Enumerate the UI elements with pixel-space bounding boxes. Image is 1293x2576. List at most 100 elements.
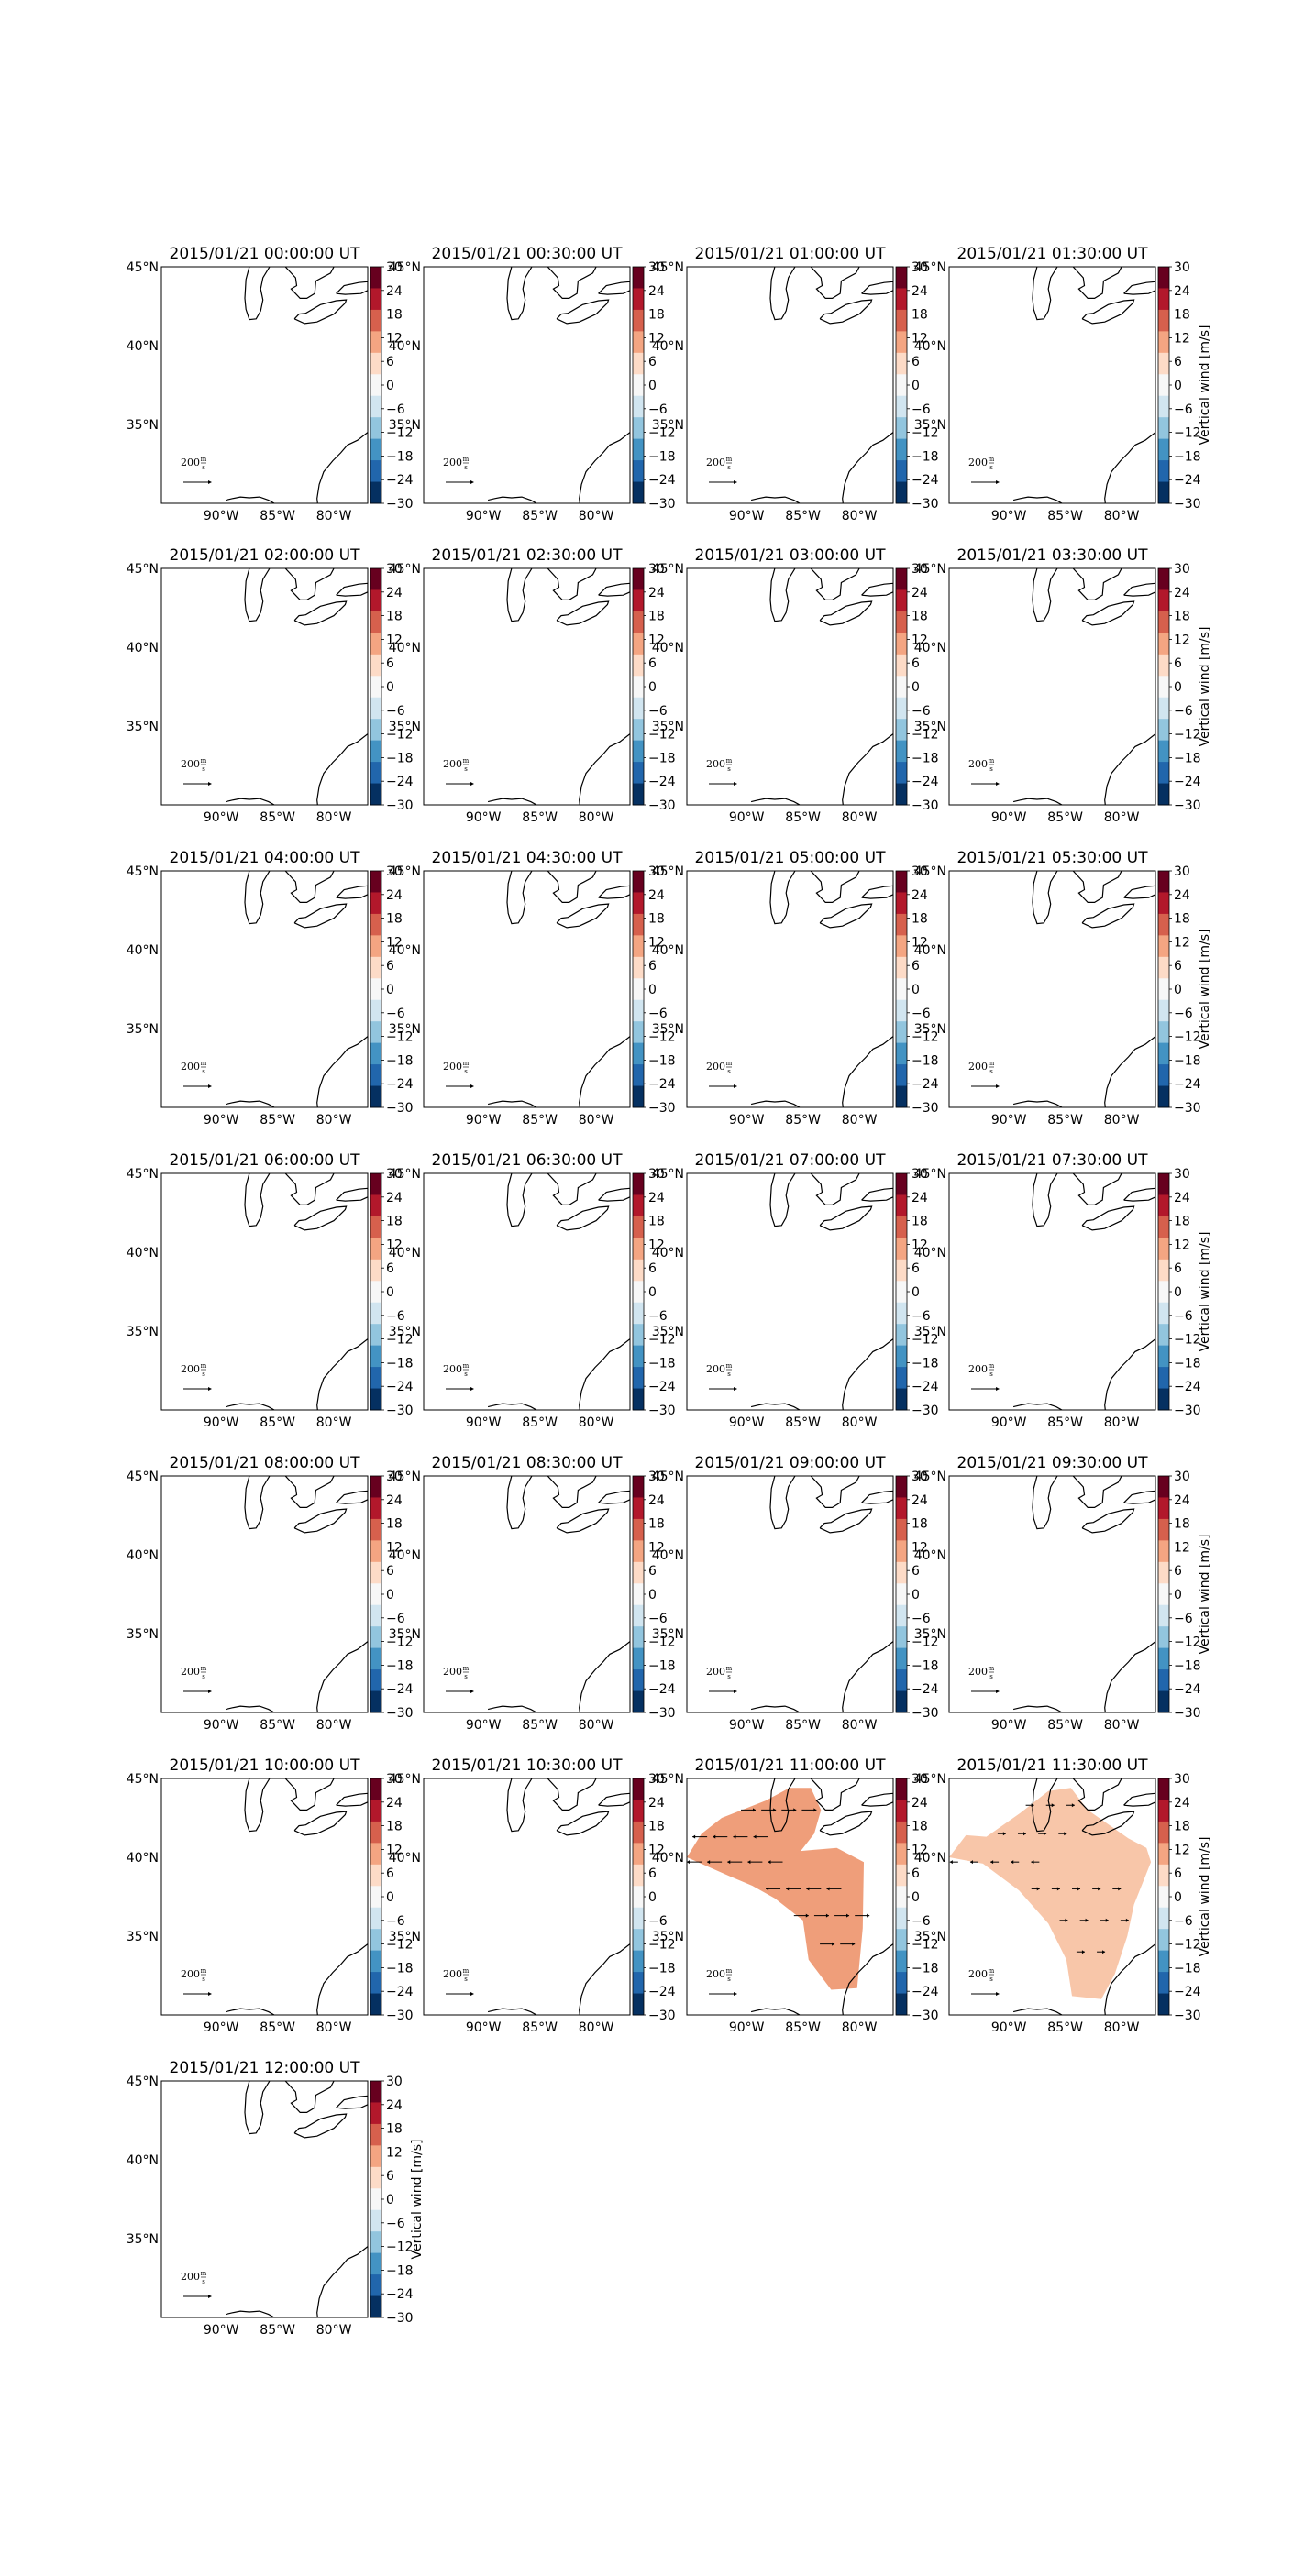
lon-tick-label: 90°W (729, 1113, 765, 1128)
colorbar-segment (896, 1604, 907, 1627)
colorbar-tick-label: 18 (386, 1215, 403, 1229)
colorbar-segment (633, 1604, 644, 1627)
colorbar-segment (370, 438, 381, 461)
vector-key-arrowhead (470, 1387, 474, 1391)
lat-tick-label: 35°N (914, 1325, 946, 1339)
colorbar-segment (896, 288, 907, 311)
coastlines (1012, 1778, 1155, 2015)
colorbar-segment (1158, 1388, 1169, 1411)
coastline (244, 871, 271, 925)
vector-key-unit: m (989, 1967, 995, 1975)
map-panel: 2015/01/21 01:00:00 UT 90°W 85°W 80°W 45°N 40… (652, 245, 939, 523)
lat-tick-label: 40°N (914, 339, 946, 354)
colorbar-tick-label: 6 (912, 355, 920, 369)
coastline (842, 1036, 893, 1107)
colorbar-segment (896, 1042, 907, 1065)
vector-key-value: 200 (181, 1968, 200, 1980)
map-panel: 2015/01/21 07:30:00 UT 90°W 85°W 80°W 45°N 40… (914, 1151, 1212, 1430)
vector-key-unit: m (989, 1060, 995, 1067)
colorbar-segment (370, 1669, 381, 1692)
colorbar: 30 24 18 12 6 0 −6 −12 −18 −24 −30 (632, 1772, 676, 2023)
colorbar-segment (370, 1540, 381, 1563)
vector-key-value: 200 (443, 1363, 462, 1375)
coastline (316, 733, 368, 805)
colorbar-segment (896, 1907, 907, 1930)
colorbar-tick-label: −6 (1174, 1914, 1193, 1929)
lon-tick-label: 85°W (260, 1718, 295, 1733)
colorbar-tick-label: 18 (912, 1215, 928, 1229)
lon-tick-label: 80°W (316, 509, 352, 523)
vector-key-unit: s (464, 464, 468, 471)
lon-tick-label: 90°W (729, 1718, 765, 1733)
coastline (810, 568, 860, 600)
panel-title: 2015/01/21 09:00:00 UT (695, 1454, 887, 1472)
colorbar-segment (370, 1864, 381, 1887)
colorbar-segment (1158, 762, 1169, 785)
colorbar-tick-label: −30 (386, 1706, 414, 1721)
vector-key-unit: s (202, 1976, 205, 1983)
coastlines (487, 1173, 630, 1410)
coastline (225, 2008, 275, 2015)
lat-tick-label: 40°N (127, 943, 159, 958)
colorbar-tick-label: 18 (386, 1820, 403, 1834)
colorbar-tick-label: 24 (386, 1493, 403, 1508)
vector-key-arrowhead (734, 1690, 737, 1693)
wind-arrow-head (806, 1887, 810, 1891)
colorbar-segment (896, 374, 907, 397)
colorbar-segment (896, 1281, 907, 1304)
lon-tick-label: 85°W (1047, 2020, 1083, 2035)
vector-key-unit: s (727, 1673, 731, 1680)
coastlines (1012, 568, 1155, 805)
colorbar-segment (896, 1972, 907, 1995)
colorbar-tick-label: 0 (648, 680, 657, 695)
coastline (1104, 1641, 1155, 1712)
colorbar-segment (1158, 1843, 1169, 1866)
wind-arrow-head (753, 1834, 757, 1839)
colorbar-segment (1158, 374, 1169, 397)
colorbar-segment (633, 568, 644, 590)
colorbar-segment (370, 1497, 381, 1520)
colorbar-segment (896, 935, 907, 958)
coastline (1032, 267, 1058, 321)
colorbar-segment (370, 1259, 381, 1282)
colorbar-tick-label: 18 (1174, 1215, 1190, 1229)
colorbar-segment (633, 1800, 644, 1822)
colorbar-segment (896, 1476, 907, 1498)
colorbar-segment (633, 611, 644, 633)
coastline (336, 1792, 368, 1807)
colorbar-tick-label: −24 (1174, 1077, 1201, 1092)
map-panel: 2015/01/21 02:00:00 UT 90°W 85°W 80°W 45°N 40… (127, 546, 414, 825)
map-panel: 2015/01/21 11:30:00 UT 90°W 85°W 80°W 45°N 40… (914, 1756, 1212, 2035)
vector-key-value: 200 (706, 1061, 725, 1073)
colorbar: 30 24 18 12 6 0 −6 −12 −18 −24 −30 (1157, 1772, 1201, 2023)
lat-tick-label: 45°N (914, 562, 946, 577)
map-frame (948, 567, 1156, 806)
colorbar-segment (370, 719, 381, 742)
colorbar-tick-label: −30 (648, 1706, 676, 1721)
lon-tick-label: 85°W (1047, 1415, 1083, 1430)
coastline (750, 1100, 801, 1107)
coastline (842, 733, 893, 805)
wind-arrow-head (949, 1860, 953, 1865)
coastline (284, 1476, 335, 1508)
colorbar-segment (633, 1194, 644, 1217)
colorbar-segment (633, 871, 644, 893)
map-panel: 2015/01/21 10:30:00 UT 90°W 85°W 80°W 45°N 40… (389, 1756, 676, 2035)
lat-tick-label: 45°N (652, 1772, 684, 1787)
colorbar-tick-label: 6 (912, 1866, 920, 1881)
coastline (293, 1205, 348, 1231)
wind-arrow-head (1065, 1918, 1068, 1922)
colorbar-segment (633, 1583, 644, 1606)
colorbar-tick-label: −6 (386, 1007, 405, 1021)
map-panel: 2015/01/21 09:00:00 UT 90°W 85°W 80°W 45°N 40… (652, 1454, 939, 1733)
panel-title: 2015/01/21 04:30:00 UT (432, 849, 624, 867)
colorbar-tick-label: 0 (386, 983, 394, 997)
coastline (819, 1811, 873, 1836)
coastline (316, 1036, 368, 1107)
colorbar-label: Vertical wind [m/s] (1198, 1837, 1212, 1957)
lon-tick-label: 85°W (785, 810, 821, 825)
map-frame (686, 1172, 894, 1411)
colorbar-segment (896, 1647, 907, 1670)
colorbar-tick-label: −18 (648, 1356, 676, 1371)
coastline (1072, 1778, 1122, 1811)
